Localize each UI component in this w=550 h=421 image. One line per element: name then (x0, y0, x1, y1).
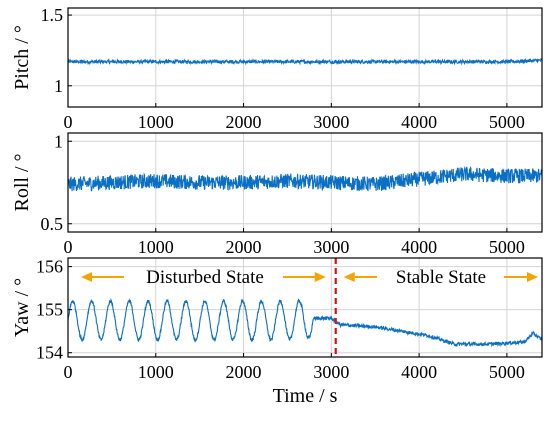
stable-arrow-right-head (527, 272, 538, 282)
x-tick-label: 0 (64, 112, 73, 132)
pitch-y-ticks: 11.5 (41, 5, 72, 96)
x-tick-label: 5000 (489, 362, 525, 382)
roll-panel: 0 1000 2000 3000 4000 5000 0.51 Roll / ° (11, 131, 543, 257)
y-tick-label: 154 (36, 343, 63, 363)
y-tick-label: 0.5 (41, 214, 64, 234)
yaw-y-axis-label: Yaw / ° (11, 278, 33, 337)
yaw-axes-frame (67, 257, 543, 358)
x-tick-label: 1000 (138, 362, 174, 382)
x-tick-label: 3000 (313, 237, 349, 257)
x-tick-label: 5000 (489, 112, 525, 132)
x-axis-label-time: Time / s (273, 385, 338, 407)
x-tick-label: 4000 (401, 362, 437, 382)
x-tick-label: 1000 (138, 112, 174, 132)
x-tick-label: 4000 (401, 112, 437, 132)
stable-arrow-left-head (343, 272, 355, 282)
roll-y-axis-label: Roll / ° (11, 153, 33, 211)
yaw-panel: Disturbed State Stable State 0 1000 2000 30… (11, 257, 543, 407)
yaw-y-ticks: 154 155 156 (36, 257, 72, 363)
roll-series-line (67, 165, 543, 192)
y-tick-label: 155 (36, 300, 63, 320)
yaw-series-line (67, 297, 543, 348)
x-tick-label: 4000 (401, 237, 437, 257)
x-tick-label: 5000 (489, 237, 525, 257)
x-tick-label: 2000 (226, 362, 262, 382)
y-tick-label: 1 (54, 131, 63, 151)
pitch-y-axis-label: Pitch / ° (11, 25, 33, 90)
roll-x-ticks: 0 1000 2000 3000 4000 5000 (64, 228, 525, 257)
pitch-series-line (67, 57, 542, 66)
y-tick-label: 1 (54, 76, 63, 96)
x-tick-label: 2000 (226, 237, 262, 257)
y-tick-label: 156 (36, 257, 63, 277)
roll-axes-frame (67, 132, 543, 233)
disturbed-arrow-right-head (314, 272, 326, 282)
y-tick-label: 1.5 (41, 5, 64, 25)
pitch-panel: 0 1000 2000 3000 4000 5000 11.5 Pitch / ° (11, 5, 543, 132)
x-tick-label: 1000 (138, 237, 174, 257)
x-tick-label: 3000 (313, 362, 349, 382)
roll-y-ticks: 0.51 (41, 131, 72, 234)
x-tick-label: 0 (64, 362, 73, 382)
x-tick-label: 2000 (226, 112, 262, 132)
disturbed-state-label: Disturbed State (146, 267, 264, 288)
pitch-axes-frame (67, 7, 543, 108)
pitch-x-ticks: 0 1000 2000 3000 4000 5000 (64, 103, 525, 132)
state-annotations: Disturbed State Stable State (81, 267, 538, 288)
pitch-grid (67, 8, 542, 107)
x-tick-label: 3000 (313, 112, 349, 132)
disturbed-arrow-left-head (81, 272, 92, 282)
yaw-x-ticks: 0 1000 2000 3000 4000 5000 (64, 353, 525, 382)
yaw-grid (67, 258, 542, 357)
stable-state-label: Stable State (396, 267, 486, 288)
x-tick-label: 0 (64, 237, 73, 257)
